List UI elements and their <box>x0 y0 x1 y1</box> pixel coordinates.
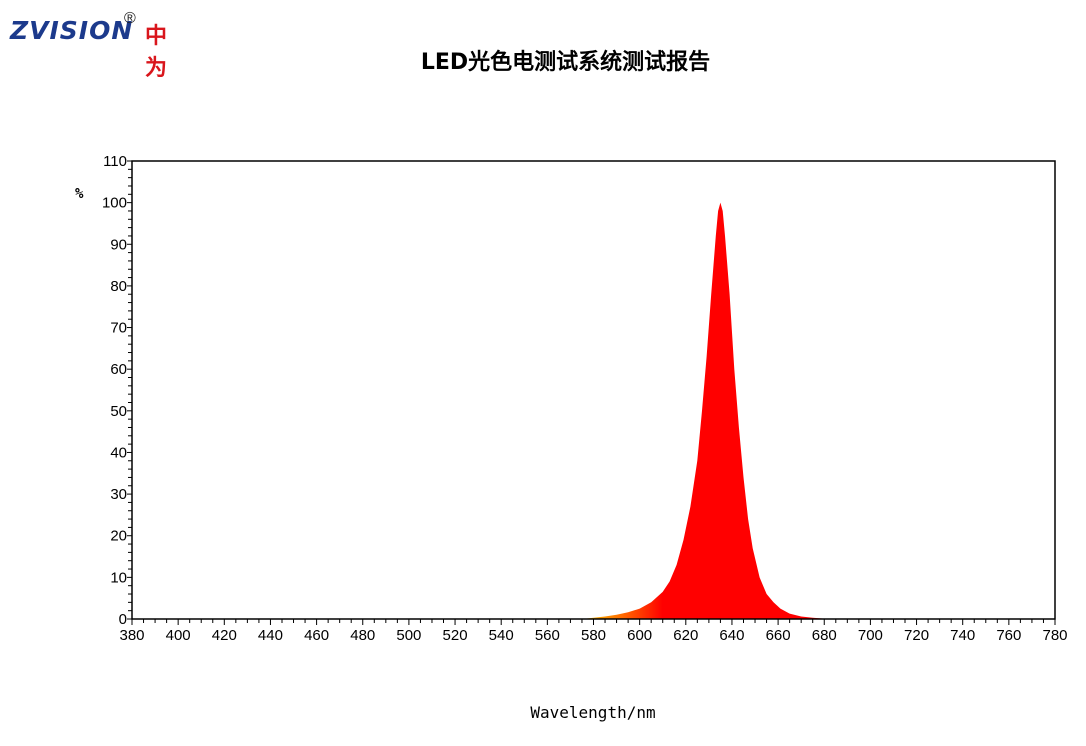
logo-text: ZVISION <box>10 16 134 45</box>
y-tick-label: 90 <box>110 236 127 253</box>
y-tick-label: 30 <box>110 486 127 503</box>
spectrum-area <box>581 202 836 619</box>
report-title: LED光色电测试系统测试报告 <box>420 50 711 75</box>
x-tick-label: 400 <box>166 627 191 644</box>
y-tick-label: 10 <box>110 569 127 586</box>
x-tick-label: 580 <box>581 627 606 644</box>
logo-chinese: 中为 <box>145 24 168 81</box>
y-tick-label: 70 <box>110 320 127 337</box>
x-tick-label: 640 <box>719 627 744 644</box>
x-tick-label: 500 <box>396 627 421 644</box>
x-tick-label: 680 <box>812 627 837 644</box>
registered-mark: ® <box>124 10 136 27</box>
x-tick-label: 600 <box>627 627 652 644</box>
x-tick-label: 700 <box>858 627 883 644</box>
x-tick-label: 720 <box>904 627 929 644</box>
x-tick-label: 560 <box>535 627 560 644</box>
x-tick-label: 480 <box>350 627 375 644</box>
y-tick-label: 100 <box>102 195 127 212</box>
x-tick-label: 740 <box>950 627 975 644</box>
y-tick-label: 50 <box>110 403 127 420</box>
y-tick-label: 20 <box>110 528 127 545</box>
x-tick-label: 620 <box>673 627 698 644</box>
x-tick-label: 460 <box>304 627 329 644</box>
x-tick-label: 660 <box>766 627 791 644</box>
y-tick-label: 80 <box>110 278 127 295</box>
x-tick-label: 520 <box>443 627 468 644</box>
x-tick-label: 420 <box>212 627 237 644</box>
x-tick-label: 780 <box>1042 627 1067 644</box>
x-tick-label: 380 <box>119 627 144 644</box>
plot-frame <box>131 160 1056 620</box>
y-tick-label: 40 <box>110 444 127 461</box>
y-tick-label: 110 <box>103 153 127 170</box>
x-axis-label: Wavelength/nm <box>530 703 656 722</box>
x-tick-label: 760 <box>996 627 1021 644</box>
y-tick-label: 60 <box>110 361 127 378</box>
x-tick-label: 440 <box>258 627 283 644</box>
y-tick-label: 0 <box>119 611 127 628</box>
x-tick-label: 540 <box>489 627 514 644</box>
y-axis-label: % <box>75 186 84 202</box>
